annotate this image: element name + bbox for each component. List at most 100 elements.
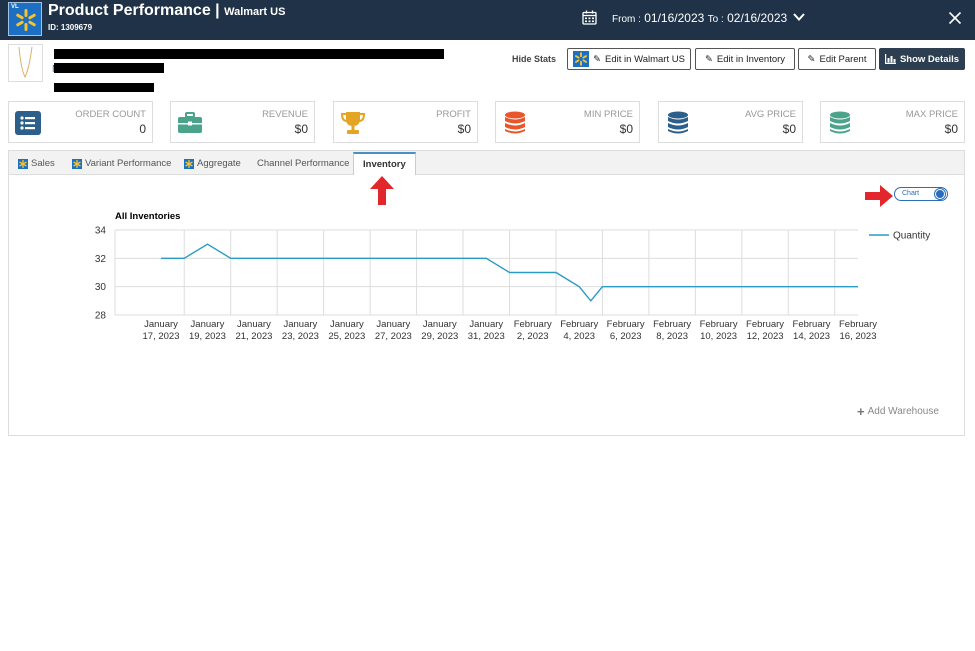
x-tick-label: February [514, 319, 552, 330]
edit-in-inventory-button[interactable]: ✎ Edit in Inventory [695, 48, 795, 70]
toggle-knob [935, 189, 945, 199]
walmart-tab-icon [18, 158, 28, 169]
x-tick-label: 25, 2023 [328, 331, 365, 342]
toggle-label: Chart [902, 190, 920, 197]
chart-title: All Inventories [115, 211, 181, 222]
x-tick-label: 10, 2023 [700, 331, 737, 342]
x-tick-label: 14, 2023 [793, 331, 830, 342]
tab-sales[interactable]: Sales [18, 152, 55, 175]
redacted-product-sku [54, 63, 164, 73]
stat-label: MAX PRICE [905, 109, 958, 120]
series-line-quantity [161, 243, 858, 302]
red-arrow-right-icon [865, 185, 893, 207]
x-tick-label: January [469, 319, 503, 330]
stat-value: $0 [619, 122, 633, 136]
x-tick-label: 27, 2023 [375, 331, 412, 342]
close-icon[interactable] [948, 11, 962, 25]
walmart-tab-icon [184, 158, 194, 169]
tab-channel-performance[interactable]: Channel Performance [257, 152, 349, 175]
x-tick-label: 21, 2023 [235, 331, 272, 342]
necklace-image-icon [18, 46, 33, 79]
y-tick-label: 28 [95, 311, 107, 322]
title-separator: | [215, 2, 220, 19]
calendar-icon[interactable] [582, 10, 597, 25]
walmart-mini-icon [573, 51, 590, 67]
stat-label: AVG PRICE [744, 109, 796, 120]
x-tick-label: January [144, 319, 178, 330]
date-to-label: To : [707, 14, 724, 25]
stat-card-order-count: ORDER COUNT 0 [8, 101, 153, 143]
database-icon [668, 111, 688, 134]
x-tick-label: February [746, 319, 784, 330]
pencil-icon: ✎ [807, 53, 816, 65]
x-tick-label: January [237, 319, 271, 330]
add-warehouse-button[interactable]: + Add Warehouse [857, 404, 939, 419]
x-tick-label: 6, 2023 [610, 331, 642, 342]
tab-variant-performance[interactable]: Variant Performance [72, 152, 171, 175]
edit-inventory-label: Edit in Inventory [716, 53, 786, 65]
x-tick-label: February [560, 319, 598, 330]
product-thumbnail[interactable] [8, 44, 43, 82]
x-tick-label: 31, 2023 [468, 331, 505, 342]
x-tick-label: 29, 2023 [421, 331, 458, 342]
edit-walmart-label: Edit in Walmart US [605, 53, 685, 65]
x-tick-label: January [423, 319, 457, 330]
x-tick-label: February [607, 319, 645, 330]
walmart-spark-icon [16, 9, 36, 31]
plus-icon: + [857, 404, 865, 419]
tab-label: Channel Performance [257, 158, 350, 169]
red-arrow-up-icon [370, 176, 394, 205]
stat-card-revenue: REVENUE $0 [170, 101, 315, 143]
x-tick-label: 19, 2023 [189, 331, 226, 342]
stat-value: $0 [944, 122, 958, 136]
x-tick-label: 16, 2023 [840, 331, 877, 342]
x-tick-label: 17, 2023 [143, 331, 180, 342]
tab-inventory[interactable]: Inventory [353, 152, 416, 175]
title-text: Product Performance [48, 2, 211, 19]
hide-stats-link[interactable]: Hide Stats [512, 54, 557, 64]
stat-value: 0 [139, 122, 146, 136]
logo-badge: VL [11, 4, 19, 10]
stat-label: PROFIT [436, 109, 471, 120]
x-tick-label: January [191, 319, 225, 330]
x-tick-label: 4, 2023 [563, 331, 595, 342]
edit-in-walmart-button[interactable]: ✎ Edit in Walmart US [567, 48, 691, 70]
pencil-icon: ✎ [704, 53, 713, 65]
redacted-product-title [54, 49, 444, 59]
product-id: ID: 1309679 [48, 23, 93, 32]
stat-label: MIN PRICE [583, 109, 633, 120]
stat-card-min-price: MIN PRICE $0 [495, 101, 640, 143]
stat-label: ORDER COUNT [75, 109, 146, 120]
bar-chart-icon [884, 54, 896, 64]
edit-parent-button[interactable]: ✎ Edit Parent [798, 48, 876, 70]
list-icon [15, 111, 41, 135]
chart-toggle[interactable]: Chart [894, 187, 948, 201]
show-details-button[interactable]: Show Details [879, 48, 965, 70]
x-tick-label: February [839, 319, 877, 330]
x-tick-label: February [793, 319, 831, 330]
date-from-label: From : [612, 14, 641, 25]
x-tick-label: 8, 2023 [656, 331, 688, 342]
briefcase-icon [178, 112, 202, 133]
database-icon [505, 111, 525, 134]
walmart-logo: VL [8, 2, 42, 36]
date-to-value: 02/16/2023 [727, 11, 788, 25]
tab-label: Inventory [363, 159, 406, 170]
tab-label: Aggregate [197, 158, 241, 169]
date-range[interactable]: From : 01/16/2023 To : 02/16/2023 [612, 11, 787, 25]
main-panel [8, 150, 965, 436]
stat-value: $0 [457, 122, 471, 136]
trophy-icon [340, 112, 366, 134]
x-tick-label: 12, 2023 [747, 331, 784, 342]
chevron-down-icon[interactable] [792, 10, 806, 24]
tab-label: Variant Performance [85, 158, 172, 169]
tab-aggregate[interactable]: Aggregate [184, 152, 241, 175]
stat-card-max-price: MAX PRICE $0 [820, 101, 965, 143]
walmart-tab-icon [72, 158, 82, 169]
x-tick-label: January [283, 319, 317, 330]
stat-card-avg-price: AVG PRICE $0 [658, 101, 803, 143]
redacted-product-info [54, 83, 154, 92]
x-tick-label: 23, 2023 [282, 331, 319, 342]
stat-value: $0 [294, 122, 308, 136]
